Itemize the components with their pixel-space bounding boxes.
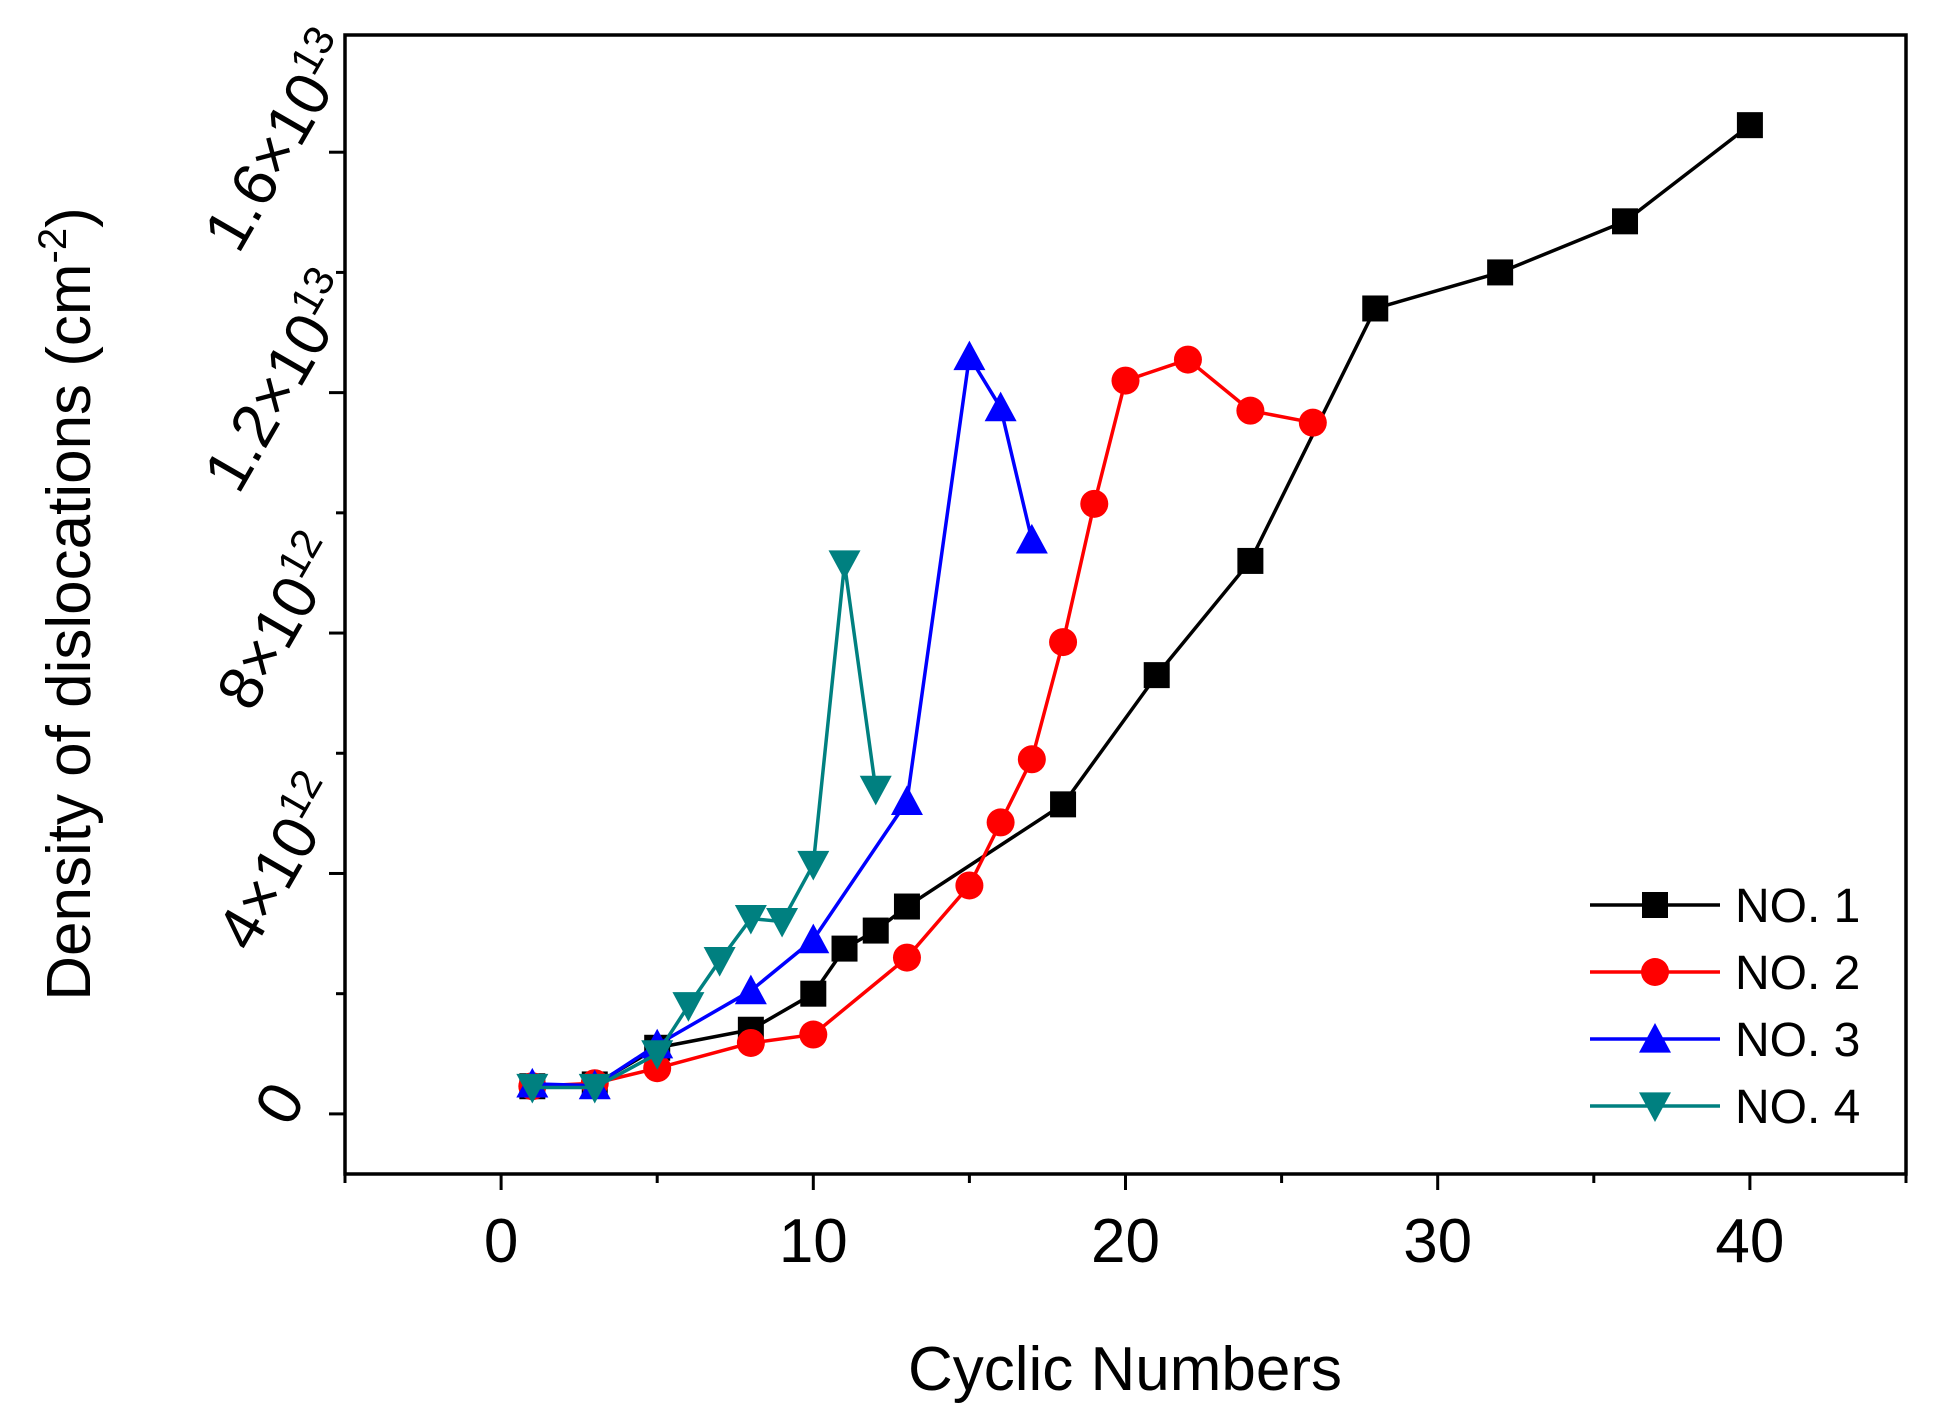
- data-point: [766, 907, 799, 938]
- data-point: [893, 893, 920, 920]
- x-tick-label: 30: [1403, 1207, 1472, 1276]
- legend-item: NO. 2: [1590, 947, 1860, 1000]
- legend-marker: [1639, 1023, 1671, 1053]
- data-point: [1015, 523, 1048, 554]
- legend-marker: [1639, 1092, 1671, 1122]
- x-tick-label: 0: [484, 1207, 518, 1276]
- data-point: [828, 550, 861, 580]
- data-point: [1236, 396, 1265, 425]
- data-point: [797, 923, 830, 954]
- data-point: [890, 785, 923, 815]
- plot-frame: [343, 33, 1908, 1176]
- data-point: [1143, 662, 1170, 689]
- data-point: [1173, 345, 1202, 374]
- data-point: [734, 974, 767, 1005]
- series-line: [532, 562, 878, 1090]
- data-point: [1298, 408, 1327, 437]
- data-point: [984, 391, 1017, 422]
- data-point: [1050, 791, 1077, 818]
- data-point: [831, 935, 858, 962]
- data-point: [1736, 112, 1763, 139]
- data-point: [1612, 208, 1639, 235]
- y-axis-title-text: Density of dislocations (cm: [35, 263, 104, 1000]
- x-tick-label: 20: [1091, 1207, 1160, 1276]
- legend-marker: [1641, 958, 1669, 986]
- data-point: [1049, 628, 1078, 657]
- data-point: [1080, 489, 1109, 518]
- data-point: [1362, 295, 1389, 322]
- data-point: [986, 808, 1015, 837]
- data-point: [578, 1073, 611, 1104]
- y-axis-title-superscript: -2: [31, 228, 75, 264]
- data-point: [800, 980, 827, 1007]
- data-point: [953, 340, 986, 371]
- data-point: [736, 1028, 765, 1057]
- data-point: [859, 775, 892, 806]
- data-point: [955, 871, 984, 900]
- x-axis-title: Cyclic Numbers: [908, 1335, 1342, 1404]
- data-point: [797, 850, 830, 881]
- data-point: [1111, 366, 1140, 395]
- x-tick-label: 10: [779, 1207, 848, 1276]
- legend-label: NO. 3: [1735, 1014, 1860, 1067]
- legend-label: NO. 2: [1735, 947, 1860, 1000]
- legend-item: NO. 1: [1590, 880, 1860, 933]
- y-axis-title-close: ): [35, 207, 104, 228]
- data-point: [734, 904, 767, 935]
- plot-series: [516, 112, 1763, 1104]
- data-point: [892, 943, 921, 972]
- data-point: [1017, 745, 1046, 774]
- data-point: [1487, 259, 1514, 286]
- legend-item: NO. 4: [1590, 1081, 1860, 1134]
- data-point: [799, 1020, 828, 1049]
- data-point: [516, 1073, 549, 1104]
- y-axis-title: Density of dislocations (cm-2): [31, 207, 104, 1001]
- data-point: [862, 917, 889, 944]
- series-4: [516, 550, 892, 1104]
- x-tick-label: 40: [1715, 1207, 1784, 1276]
- data-point: [641, 1040, 674, 1070]
- legend-label: NO. 1: [1735, 880, 1860, 933]
- legend-item: NO. 3: [1590, 1014, 1860, 1067]
- legend-marker: [1642, 892, 1668, 918]
- data-point: [672, 992, 705, 1022]
- data-point: [1237, 547, 1264, 574]
- legend-label: NO. 4: [1735, 1081, 1860, 1134]
- legend: NO. 1 NO. 2 NO. 3 NO. 4: [1590, 880, 1860, 1134]
- data-point: [703, 947, 736, 977]
